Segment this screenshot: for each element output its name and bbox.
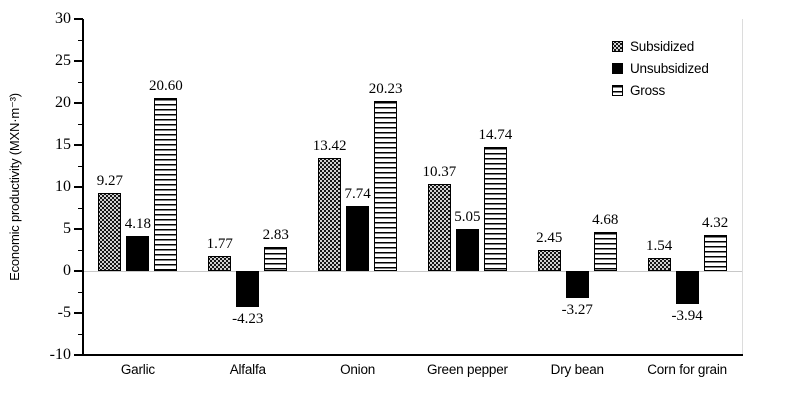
- bar-value-label: 7.74: [344, 185, 371, 202]
- y-axis-tick: [74, 102, 83, 104]
- y-axis-minor-tick: [78, 40, 83, 41]
- bar-value-label: 5.05: [454, 208, 481, 225]
- y-axis-tick-label: -10: [49, 346, 71, 363]
- y-axis-tick-label: 0: [63, 262, 71, 279]
- y-axis-minor-tick: [78, 124, 83, 125]
- legend-label: Gross: [630, 83, 666, 98]
- y-axis-tick-label: 25: [55, 52, 71, 69]
- y-axis-line: [82, 19, 84, 356]
- bar-unsubsidized: [675, 271, 699, 305]
- bar-value-label: 1.77: [206, 236, 233, 253]
- legend-item-unsubsidized: Unsubsidized: [612, 61, 709, 76]
- legend-item-gross: Gross: [612, 83, 709, 98]
- bar-gross: [703, 234, 727, 271]
- bar-value-label: 20.60: [149, 77, 183, 94]
- y-axis-minor-tick: [78, 82, 83, 83]
- bar-subsidized: [537, 250, 561, 271]
- bar-value-label: 4.68: [592, 211, 619, 228]
- bar-unsubsidized: [236, 271, 260, 307]
- bar-subsidized: [647, 258, 671, 271]
- bar-unsubsidized: [565, 271, 589, 299]
- bar-value-label: -4.23: [232, 310, 264, 327]
- legend-label: Unsubsidized: [630, 61, 709, 76]
- bar-subsidized: [427, 183, 451, 271]
- bar-gross: [374, 101, 398, 271]
- y-axis-tick-label: 20: [55, 94, 71, 111]
- bar-subsidized: [208, 256, 232, 271]
- y-axis-tick: [74, 144, 83, 146]
- bar-subsidized: [318, 158, 342, 271]
- bar-gross: [593, 231, 617, 271]
- x-category-label: Onion: [340, 362, 376, 377]
- plot-right-border: [742, 19, 743, 354]
- x-category-label: Alfalfa: [229, 362, 266, 377]
- y-axis-tick: [74, 270, 83, 272]
- bar-subsidized: [98, 193, 122, 271]
- y-axis-tick: [74, 228, 83, 230]
- bar-gross: [483, 147, 507, 271]
- y-axis-tick-label: 10: [55, 178, 71, 195]
- y-axis-tick: [74, 18, 83, 20]
- x-axis-line: [82, 354, 743, 356]
- x-category-label: Garlic: [120, 362, 155, 377]
- legend: Subsidized Unsubsidized Gross: [612, 39, 709, 105]
- unsubsidized-swatch-icon: [612, 63, 623, 74]
- y-axis-minor-tick: [78, 292, 83, 293]
- bar-value-label: 1.54: [645, 238, 673, 255]
- y-axis-tick: [74, 312, 83, 314]
- gross-swatch-icon: [612, 85, 623, 96]
- y-axis-minor-tick: [78, 334, 83, 335]
- y-axis-tick-label: -5: [57, 304, 71, 321]
- bar-value-label: -3.27: [561, 302, 593, 319]
- bar-value-label: 4.32: [701, 214, 729, 231]
- y-axis-minor-tick: [78, 250, 83, 251]
- bar-value-label: 2.83: [262, 227, 289, 244]
- legend-item-subsidized: Subsidized: [612, 39, 709, 54]
- bar-unsubsidized: [346, 205, 370, 271]
- bar-value-label: 10.37: [422, 163, 457, 180]
- bar-value-label: 9.27: [96, 173, 124, 190]
- y-axis-tick-label: 15: [55, 136, 71, 153]
- bar-value-label: 20.23: [368, 81, 403, 98]
- bar-gross: [264, 247, 288, 271]
- y-axis-tick-label: 5: [63, 220, 71, 237]
- y-axis-tick-label: 30: [55, 10, 71, 27]
- bar-value-label: 13.42: [312, 138, 347, 155]
- bar-gross: [154, 97, 178, 271]
- zero-gridline: [84, 271, 742, 272]
- x-category-label: Dry bean: [550, 362, 604, 377]
- bar-unsubsidized: [126, 235, 150, 271]
- x-category-label: Green pepper: [426, 362, 508, 377]
- subsidized-swatch-icon: [612, 41, 623, 52]
- bar-value-label: 14.74: [478, 127, 513, 144]
- bar-value-label: 2.45: [536, 230, 563, 247]
- legend-label: Subsidized: [630, 39, 695, 54]
- bar-value-label: 4.18: [124, 215, 152, 232]
- y-axis-minor-tick: [78, 166, 83, 167]
- bar-value-label: -3.94: [671, 308, 703, 325]
- x-category-label: Corn for grain: [647, 362, 727, 377]
- y-axis-tick: [74, 186, 83, 188]
- y-axis-tick: [74, 354, 83, 356]
- y-axis-title: Economic productivity (MXN·m⁻³): [7, 93, 22, 281]
- y-axis-tick: [74, 60, 83, 62]
- bar-unsubsidized: [455, 228, 479, 271]
- y-axis-minor-tick: [78, 208, 83, 209]
